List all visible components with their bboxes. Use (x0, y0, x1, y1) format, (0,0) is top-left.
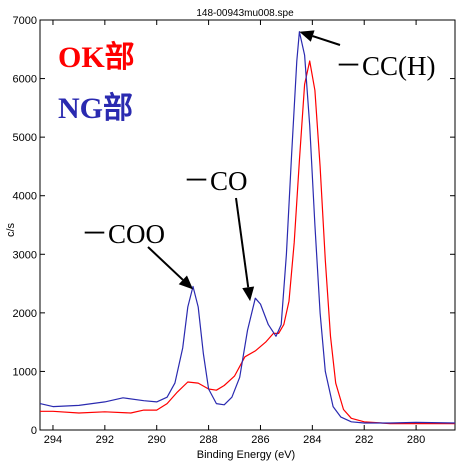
annotation-coo: －COO (81, 219, 165, 249)
x-tick-label: 290 (148, 434, 166, 446)
x-tick-label: 280 (407, 434, 425, 446)
x-tick-label: 294 (44, 434, 62, 446)
x-tick-label: 284 (303, 434, 321, 446)
axes-frame (39, 19, 456, 431)
annotation-arrow-head (178, 275, 194, 290)
x-tick-label: 288 (199, 434, 217, 446)
plot-area: 294 292 290 288 286 284 282 280 0 1000 2000 3000 400… (13, 15, 456, 446)
x-tick-label: 292 (96, 434, 114, 446)
x-axis-label: Binding Energy (eV) (197, 449, 295, 461)
y-tick-label: 1000 (13, 366, 37, 378)
y-tick-label: 7000 (13, 15, 37, 27)
legend-entry-ok: OK部 (58, 40, 135, 74)
y-axis-label: c/s (5, 222, 17, 237)
y-tick-label: 0 (31, 425, 37, 437)
y-tick-label: 6000 (13, 74, 37, 86)
annotation-arrow-line (312, 35, 341, 46)
y-tick-label: 4000 (13, 191, 37, 203)
annotation-arrow-line (235, 197, 250, 288)
annotation-arrow-head (242, 286, 255, 302)
y-tick-label: 5000 (13, 132, 37, 144)
x-tick-label: 282 (355, 434, 373, 446)
x-tick-label: 286 (251, 434, 269, 446)
legend-entry-ng: NG部 (58, 91, 133, 125)
annotation-cch: －CC(H) (335, 51, 436, 81)
y-tick-label: 3000 (13, 249, 37, 261)
annotation-arrow-line (147, 246, 184, 281)
y-tick-label: 2000 (13, 308, 37, 320)
chart-title: 148-00943mu008.spe (196, 8, 294, 19)
annotation-arrow-head (299, 30, 315, 42)
annotation-co: －CO (183, 166, 248, 196)
series-line-ng (39, 31, 456, 424)
